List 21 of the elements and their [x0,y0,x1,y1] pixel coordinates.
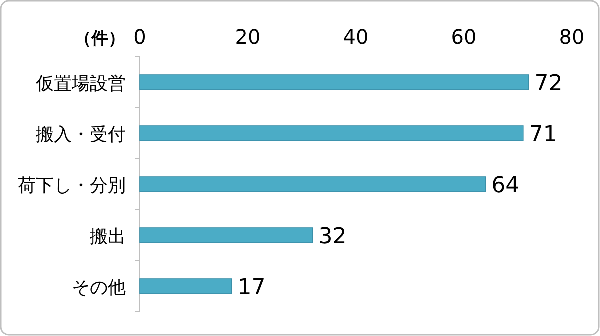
data-label: 64 [492,174,520,198]
y-tick-label: その他 [72,278,126,298]
bar [140,176,486,192]
x-tick-label: 60 [451,25,477,49]
x-axis-title: （件） [74,29,126,49]
x-tick-label: 40 [343,25,369,49]
y-tick-label: 仮置場設営 [35,74,126,94]
data-label: 72 [534,72,563,96]
y-tick-label: 搬出 [90,226,126,248]
data-label: 71 [529,122,558,148]
x-tick-label: 0 [134,25,146,49]
bar [140,74,530,90]
y-tick-label: 荷下し・分別 [18,176,126,196]
x-tick-label: 20 [235,25,261,49]
y-tick-label: 搬入・受付 [36,124,126,146]
bar [140,126,524,142]
bar [140,228,314,244]
data-label: 32 [318,224,347,250]
data-label: 17 [238,276,266,300]
x-tick-label: 80 [559,25,585,49]
bar [140,278,232,294]
